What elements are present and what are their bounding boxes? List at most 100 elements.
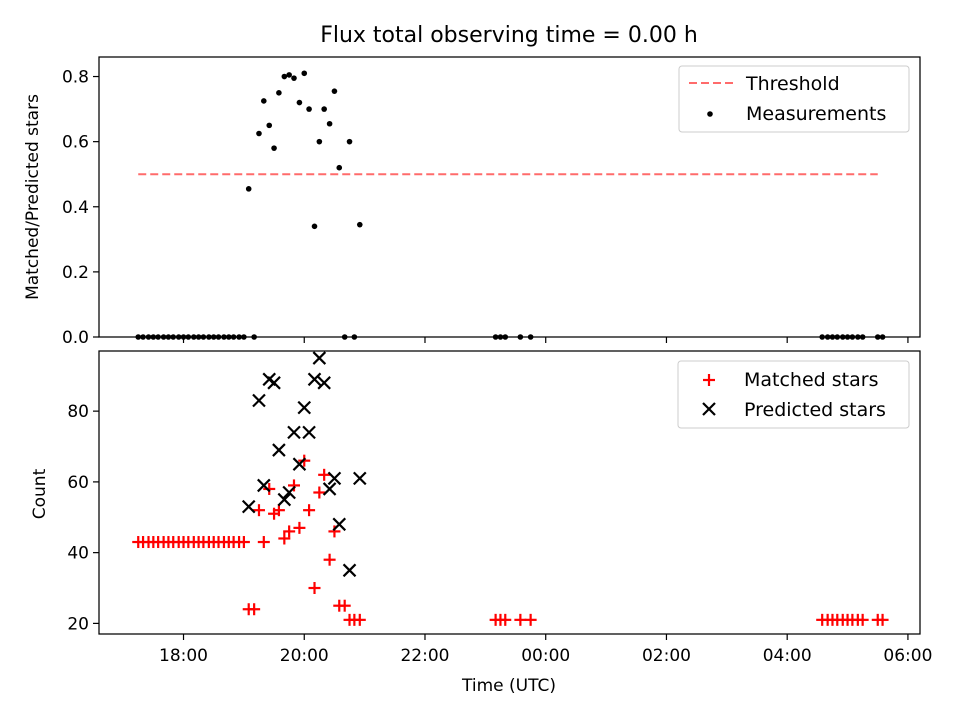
predicted-point (307, 372, 322, 387)
measurement-point (140, 334, 146, 340)
legend-predicted-swatch (702, 402, 716, 416)
measurement-point (879, 334, 886, 340)
measurement-point (276, 90, 282, 96)
predicted-point (317, 376, 331, 390)
measurement-point (266, 122, 273, 129)
measurement-point (206, 334, 212, 340)
predicted-point (267, 376, 281, 390)
matched-point (237, 536, 250, 549)
top-y-axis-label: Matched/Predicted stars (23, 94, 43, 300)
measurement-point (145, 334, 152, 340)
measurement-point (341, 334, 348, 340)
measurement-point (236, 334, 242, 340)
chart-title: Flux total observing time = 0.00 h (320, 23, 698, 48)
measurement-point (190, 334, 197, 340)
measurement-point (492, 334, 499, 340)
measurement-point (261, 98, 267, 104)
predicted-point (257, 478, 271, 493)
matched-points (132, 454, 889, 626)
top-y-axis: 0.0 0.2 0.4 0.6 0.8 (62, 68, 99, 348)
measurement-point (527, 334, 534, 340)
matched-point (856, 613, 869, 626)
predicted-points (241, 351, 367, 578)
matched-point (323, 553, 336, 566)
matched-point (308, 582, 321, 595)
measurement-point (326, 120, 333, 127)
top-y-tick-label: 0.6 (62, 133, 89, 153)
bottom-x-tick-label: 04:00 (763, 646, 812, 666)
matched-point (303, 504, 316, 517)
predicted-point (312, 351, 327, 365)
legend-threshold-label: Threshold (745, 73, 840, 95)
measurement-point (286, 72, 292, 78)
measurement-point (839, 334, 846, 340)
predicted-point (297, 400, 312, 415)
measurement-point (175, 334, 182, 340)
measurement-point (230, 334, 237, 340)
measurement-point (331, 88, 338, 94)
matched-point (263, 482, 276, 495)
bottom-y-tick-label: 60 (67, 473, 89, 493)
measurement-points (135, 70, 886, 340)
measurement-point (844, 334, 851, 340)
matched-point (293, 521, 306, 534)
top-y-tick-label: 0.8 (62, 68, 89, 88)
measurement-point (517, 334, 524, 340)
bottom-y-axis: 20 40 60 80 (67, 402, 99, 634)
measurement-point (874, 334, 881, 340)
measurement-point (855, 334, 861, 340)
predicted-point (287, 425, 301, 440)
matched-point (524, 613, 537, 626)
measurement-point (200, 334, 207, 340)
predicted-point (277, 492, 292, 507)
predicted-point (342, 563, 357, 578)
measurement-point (180, 334, 187, 340)
top-panel: 0.00.20.40.60.8 Matched/Predicted stars … (23, 56, 921, 348)
top-x-ticks (182, 337, 909, 343)
matched-point (338, 599, 351, 612)
measurement-point (301, 70, 308, 77)
matched-point (876, 613, 889, 626)
measurement-point (296, 99, 303, 106)
legend-matched-label: Matched stars (744, 369, 878, 391)
matched-point (278, 532, 291, 545)
measurement-point (291, 75, 297, 81)
matched-point (318, 468, 331, 481)
measurement-point (245, 186, 252, 192)
measurement-point (351, 334, 358, 340)
measurement-point (321, 106, 327, 112)
predicted-point (282, 485, 296, 500)
bottom-y-tick-label: 40 (67, 544, 89, 564)
top-legend-box (678, 65, 910, 133)
bottom-legend: Matched stars Predicted stars (677, 360, 910, 429)
predicted-point (302, 425, 316, 440)
measurement-point (221, 334, 227, 340)
matched-point (252, 504, 265, 517)
predicted-point (322, 482, 337, 496)
measurement-point (316, 138, 323, 145)
matched-point (313, 486, 326, 499)
measurement-point (502, 334, 509, 340)
measurement-point (160, 334, 167, 340)
measurement-point (497, 334, 504, 340)
measurement-point (859, 334, 866, 340)
measurement-point (829, 334, 836, 340)
matched-point (499, 613, 512, 626)
predicted-point (327, 471, 342, 486)
legend-measurement-swatch (707, 111, 713, 117)
matched-point (353, 613, 366, 626)
measurement-point (225, 334, 232, 340)
bottom-y-tick-label: 80 (67, 402, 89, 422)
top-y-tick-label: 0.4 (62, 198, 89, 218)
bottom-x-axis: 18:00 20:00 22:00 00:00 02:00 04:00 06:00 (159, 634, 932, 666)
measurement-point (251, 334, 257, 340)
measurement-point (215, 334, 222, 340)
measurement-point (346, 138, 353, 145)
measurement-point (824, 334, 831, 340)
bottom-panel: 20 40 60 80 18:00 20:00 22:00 00:00 02:00 04:00 0… (30, 350, 932, 696)
top-y-tick-label: 0.2 (62, 263, 89, 283)
matched-point (328, 525, 341, 538)
predicted-point (332, 517, 347, 532)
legend-measurement-label: Measurements (746, 103, 886, 125)
